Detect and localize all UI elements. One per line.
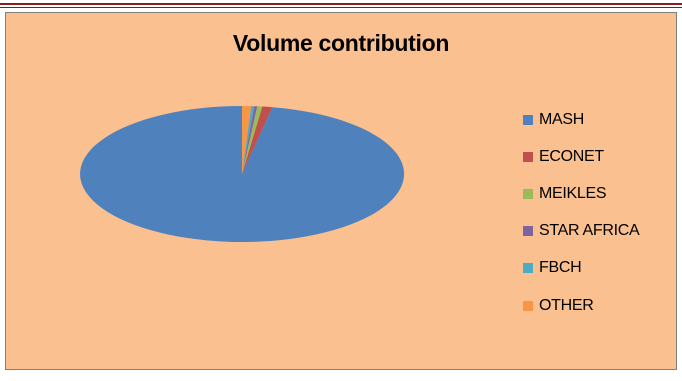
legend-label-econet: ECONET [539, 147, 604, 165]
pie-slice-meikles [242, 106, 263, 174]
legend-label-meikles: MEIKLES [539, 184, 607, 202]
pie-slice-econet [242, 106, 273, 174]
legend-item-star-africa: STAR AFRICA [523, 213, 640, 250]
legend-swatch-other [523, 300, 533, 311]
pie-slice-fbch [242, 106, 255, 174]
chart-title: Volume contribution [232, 30, 450, 56]
legend-label-fbch: FBCH [539, 259, 582, 277]
legend-item-econet: ECONET [523, 138, 639, 175]
header-rule-thick [0, 3, 682, 5]
legend-label-mash: MASH [539, 110, 585, 128]
pie-slice-mash [80, 106, 405, 242]
legend-swatch-mash [523, 114, 533, 125]
legend-label-star-africa: STAR AFRICA [539, 222, 640, 240]
legend-item-other: OTHER [523, 287, 639, 324]
legend-item-mash: MASH [523, 101, 639, 138]
pie-slice-other [242, 106, 252, 174]
chart-legend: MASH ECONET MEIKLES STAR AFRICA FBCH OTHER [523, 101, 640, 324]
legend-swatch-fbch [523, 263, 533, 274]
header-rule-thin [0, 7, 682, 8]
legend-item-meikles: MEIKLES [523, 175, 639, 212]
legend-swatch-meikles [523, 188, 533, 199]
legend-swatch-econet [523, 151, 533, 162]
legend-item-fbch: FBCH [523, 250, 639, 287]
pie-slice-star-africa [242, 106, 258, 174]
legend-swatch-star-africa [523, 226, 533, 237]
legend-label-other: OTHER [539, 296, 594, 314]
